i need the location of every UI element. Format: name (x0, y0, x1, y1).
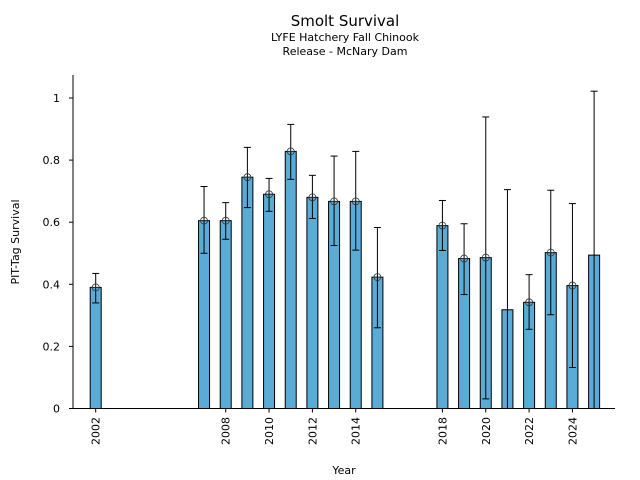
error-bar-2019 (460, 223, 468, 296)
bar-2010 (263, 193, 276, 409)
bar-2018 (436, 225, 449, 409)
x-tick-label: 2010 (263, 417, 276, 445)
error-bar-2025 (590, 90, 598, 409)
x-tick-label: 2008 (220, 417, 233, 445)
error-bar-2020 (481, 116, 490, 400)
y-tick-label: 0.6 (43, 216, 61, 229)
x-tick-label: 2020 (480, 417, 493, 445)
error-bar-2014 (351, 150, 360, 251)
y-tick-label: 0.8 (43, 154, 61, 167)
error-bar-2018 (438, 199, 447, 251)
error-bar-2010 (265, 177, 273, 212)
bar-2002 (89, 286, 102, 409)
y-tick-label: 0 (53, 403, 60, 416)
error-bar-2012 (308, 174, 317, 219)
chart-title: Smolt Survival (290, 12, 400, 30)
chart-subtitle-line-1: LYFE Hatchery Fall Chinook (271, 31, 419, 44)
bar-2008 (219, 220, 232, 409)
y-ticks: 0 0.2 0.4 0.6 0.8 1 (43, 92, 73, 416)
x-ticks: 2002 2008 2010 2012 2014 2018 2020 2022 2024 (90, 408, 579, 445)
y-axis-label: PIT-Tag Survival (9, 199, 22, 284)
error-bar-2008 (221, 202, 230, 240)
bar-2009 (241, 176, 254, 409)
bars-layer (89, 150, 601, 410)
error-bar-2013 (330, 155, 338, 246)
y-tick-label: 0.4 (43, 278, 61, 291)
error-bar-2007 (200, 185, 208, 254)
error-bar-2022 (525, 274, 533, 330)
error-bar-2015 (373, 226, 382, 329)
y-tick-label: 1 (53, 92, 60, 105)
error-bar-2011 (286, 123, 295, 180)
error-bar-2021 (503, 189, 511, 409)
y-tick-label: 0.2 (43, 340, 61, 353)
x-tick-label: 2014 (350, 417, 363, 445)
x-tick-label: 2018 (436, 417, 449, 445)
bar-2012 (306, 196, 319, 409)
error-bar-2024 (568, 203, 577, 369)
x-tick-label: 2012 (306, 417, 319, 445)
error-bar-2002 (91, 272, 100, 304)
bar-2011 (284, 150, 297, 409)
chart-subtitle-line-2: Release - McNary Dam (282, 45, 408, 58)
x-axis-label: Year (331, 464, 356, 477)
axes-layer (72, 75, 615, 409)
x-tick-label: 2022 (523, 417, 536, 445)
error-bar-2023 (546, 189, 555, 316)
x-tick-label: 2002 (90, 417, 103, 445)
error-bar-2009 (243, 146, 252, 209)
error-bars-layer (91, 90, 598, 409)
x-tick-label: 2024 (566, 417, 579, 445)
